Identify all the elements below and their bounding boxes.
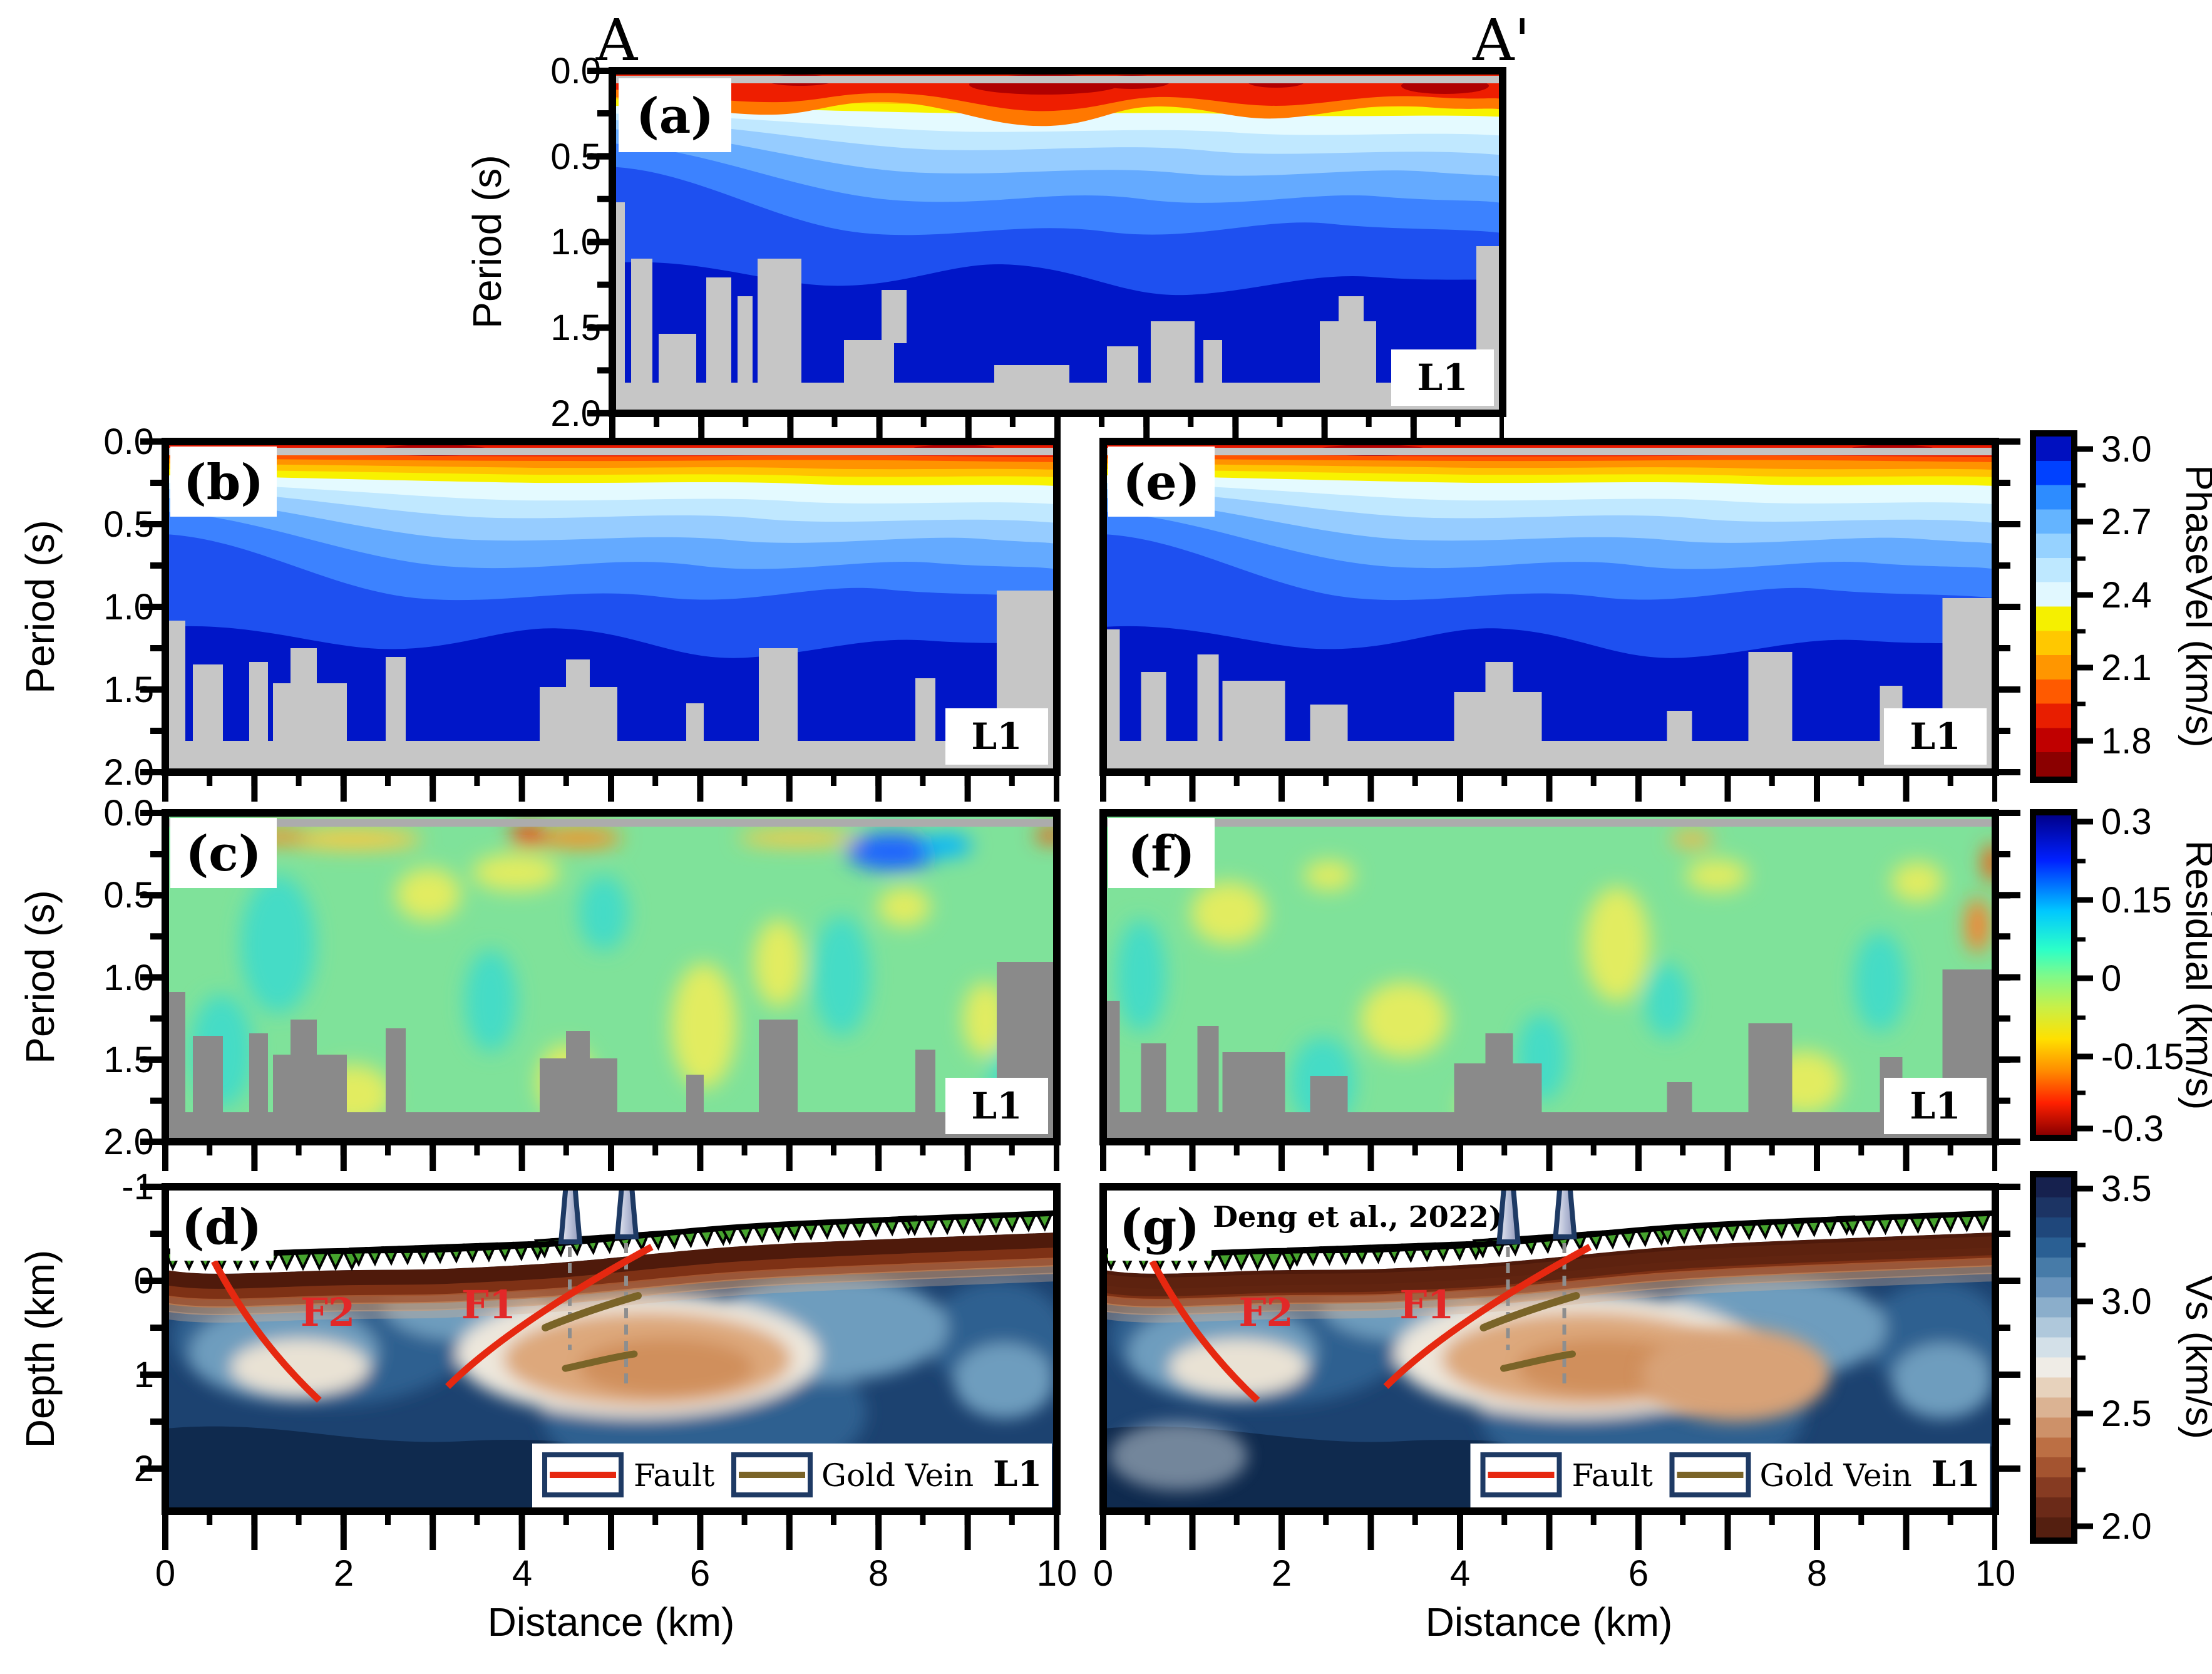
svg-text:0.0: 0.0: [103, 793, 154, 834]
panel-g-plot: (Deng et al., 2022): [1104, 1179, 2040, 1511]
panel-b-tag: L1: [971, 715, 1022, 758]
profile-start-label: A: [595, 7, 639, 74]
row2-y-title: Period (s): [18, 520, 63, 693]
svg-text:2: 2: [334, 1553, 354, 1594]
svg-text:0.5: 0.5: [103, 875, 154, 916]
profile-end-label: A': [1472, 7, 1530, 74]
panel-d-plot: [165, 1179, 1101, 1511]
panel-e-tag: L1: [1910, 715, 1960, 758]
panel-g-label: (g): [1119, 1199, 1200, 1256]
panel-letter-labels: (a) (b) (e) (c) (f) (d) (g): [170, 78, 1215, 1261]
x-tick-labels: 0 2 4 6 8 10 0 2 4 6 8 10: [155, 1553, 2015, 1594]
svg-text:0.0: 0.0: [103, 421, 154, 462]
svg-text:6: 6: [690, 1553, 710, 1594]
svg-text:2.0: 2.0: [103, 1122, 154, 1162]
colorbar-residual-title: Residual (km/s): [2178, 840, 2212, 1110]
svg-text:4: 4: [1450, 1553, 1470, 1594]
svg-text:10: 10: [1037, 1553, 1078, 1594]
panel-d-label: (d): [182, 1199, 262, 1256]
svg-text:1.8: 1.8: [2101, 721, 2152, 762]
svg-text:0.5: 0.5: [550, 137, 601, 177]
svg-text:2.7: 2.7: [2101, 502, 2152, 542]
svg-text:2: 2: [1272, 1553, 1292, 1594]
svg-text:3.5: 3.5: [2101, 1169, 2152, 1209]
svg-text:1.0: 1.0: [103, 958, 154, 998]
panel-b-plot: [165, 442, 1057, 772]
panel-a-plot: [612, 71, 1503, 413]
svg-text:0: 0: [2101, 958, 2121, 999]
colorbar-vs-bar: [2036, 1177, 2071, 1537]
svg-text:0: 0: [134, 1261, 154, 1301]
colorbar-phasevel: 3.0 2.7 2.4 2.1 1.8 PhaseVel (km/s): [2030, 429, 2212, 783]
colorbar-vs-title: Vs (km/s): [2178, 1275, 2212, 1439]
svg-text:1.0: 1.0: [550, 222, 601, 262]
x-title-left: Distance (km): [488, 1599, 735, 1645]
panel-c-tag: L1: [971, 1085, 1022, 1127]
svg-text:3.0: 3.0: [2101, 1281, 2152, 1322]
svg-text:4: 4: [512, 1553, 532, 1594]
axis-ticks: [140, 68, 2020, 1550]
panel-e-label: (e): [1123, 454, 1200, 511]
colorbar-phasevel-title: PhaseVel (km/s): [2178, 465, 2212, 747]
svg-text:2: 2: [134, 1449, 154, 1489]
svg-text:2.1: 2.1: [2101, 648, 2152, 688]
svg-text:0: 0: [155, 1553, 175, 1594]
panel-f-plot: [1103, 813, 2002, 1142]
svg-text:3.0: 3.0: [2101, 429, 2152, 470]
reference-note: (Deng et al., 2022): [1199, 1200, 1502, 1234]
panel-e-plot: [1103, 442, 1995, 772]
colorbar-phasevel-bar: [2036, 437, 2071, 777]
corner-tags: L1 L1 L1 L1 L1: [945, 349, 1987, 1134]
svg-text:2.4: 2.4: [2101, 575, 2152, 616]
svg-text:0.0: 0.0: [550, 51, 601, 91]
svg-text:0.5: 0.5: [103, 504, 154, 545]
svg-text:0.3: 0.3: [2101, 802, 2152, 842]
svg-text:2.0: 2.0: [2101, 1506, 2152, 1547]
axis-titles: Period (s) Period (s) Period (s) Depth (…: [18, 155, 1672, 1645]
y-tick-labels: 0.0 0.5 1.0 1.5 2.0 0.0 0.5 1.0 1.5 2.0 …: [103, 51, 601, 1489]
svg-text:1.5: 1.5: [103, 1040, 154, 1080]
svg-text:2.5: 2.5: [2101, 1393, 2152, 1434]
svg-text:0.15: 0.15: [2101, 880, 2172, 921]
panel-a-y-title: Period (s): [465, 155, 510, 328]
panel-f-tag: L1: [1910, 1085, 1960, 1127]
svg-text:1: 1: [134, 1355, 154, 1395]
svg-text:8: 8: [868, 1553, 888, 1594]
svg-text:2.0: 2.0: [550, 393, 601, 434]
svg-text:8: 8: [1807, 1553, 1827, 1594]
svg-text:1.0: 1.0: [103, 587, 154, 628]
row4-y-title: Depth (km): [18, 1250, 63, 1449]
panel-c-plot: [165, 813, 1057, 1142]
svg-text:-0.15: -0.15: [2101, 1036, 2184, 1077]
panel-f-label: (f): [1128, 825, 1195, 882]
panel-a-label: (a): [636, 88, 714, 145]
svg-text:-1: -1: [121, 1167, 154, 1207]
x-title-right: Distance (km): [1426, 1599, 1673, 1645]
svg-text:1.5: 1.5: [103, 669, 154, 710]
svg-text:10: 10: [1975, 1553, 2016, 1594]
colorbar-residual-bar: [2036, 815, 2071, 1135]
row3-y-title: Period (s): [18, 890, 63, 1063]
panel-b-label: (b): [183, 454, 264, 511]
svg-text:2.0: 2.0: [103, 752, 154, 793]
svg-text:6: 6: [1628, 1553, 1649, 1594]
colorbar-residual: 0.3 0.15 0 -0.15 -0.3 Residual (km/s): [2030, 802, 2212, 1149]
svg-text:0: 0: [1093, 1553, 1113, 1594]
panel-a-tag: L1: [1417, 356, 1468, 399]
colorbar-vs: 3.5 3.0 2.5 2.0 Vs (km/s): [2030, 1169, 2212, 1547]
svg-text:1.5: 1.5: [550, 307, 601, 348]
svg-text:-0.3: -0.3: [2101, 1108, 2164, 1149]
panel-c-label: (c): [185, 825, 261, 882]
